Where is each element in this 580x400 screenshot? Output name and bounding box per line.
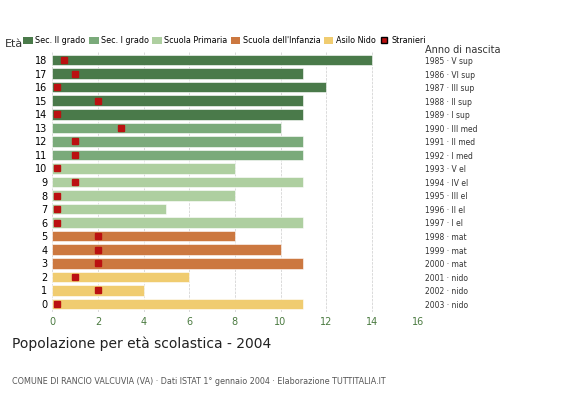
Bar [52,122,281,133]
Bar [52,136,303,147]
Bar [52,244,281,255]
Text: 1999 · mat: 1999 · mat [425,246,466,256]
Text: 2001 · nido: 2001 · nido [425,274,467,283]
Bar [52,55,372,66]
Text: 1993 · V el: 1993 · V el [425,165,466,174]
Text: 2000 · mat: 2000 · mat [425,260,466,269]
Text: 1998 · mat: 1998 · mat [425,233,466,242]
Bar [52,150,303,160]
Text: 1990 · III med: 1990 · III med [425,125,477,134]
Text: 2003 · nido: 2003 · nido [425,301,467,310]
Text: 1986 · VI sup: 1986 · VI sup [425,70,474,80]
Text: Anno di nascita: Anno di nascita [425,45,500,55]
Text: 1985 · V sup: 1985 · V sup [425,57,472,66]
Bar [52,231,235,242]
Bar [52,68,303,79]
Text: 1996 · II el: 1996 · II el [425,206,465,215]
Bar [52,96,303,106]
Text: 1987 · III sup: 1987 · III sup [425,84,474,93]
Text: 1989 · I sup: 1989 · I sup [425,111,469,120]
Bar [52,163,235,174]
Bar [52,258,303,268]
Text: 2002 · nido: 2002 · nido [425,287,467,296]
Text: Età: Età [5,39,23,49]
Legend: Sec. II grado, Sec. I grado, Scuola Primaria, Scuola dell'Infanzia, Asilo Nido, : Sec. II grado, Sec. I grado, Scuola Prim… [23,36,426,45]
Text: 1988 · II sup: 1988 · II sup [425,98,472,107]
Text: 1991 · II med: 1991 · II med [425,138,474,147]
Bar [52,190,235,201]
Text: 1994 · IV el: 1994 · IV el [425,179,468,188]
Bar [52,204,166,214]
Text: Popolazione per età scolastica - 2004: Popolazione per età scolastica - 2004 [12,336,271,351]
Text: COMUNE DI RANCIO VALCUVIA (VA) · Dati ISTAT 1° gennaio 2004 · Elaborazione TUTTI: COMUNE DI RANCIO VALCUVIA (VA) · Dati IS… [12,377,385,386]
Text: 1995 · III el: 1995 · III el [425,192,467,201]
Bar [52,177,303,187]
Bar [52,285,143,296]
Text: 1997 · I el: 1997 · I el [425,220,463,228]
Bar [52,82,326,92]
Bar [52,109,303,120]
Text: 1992 · I med: 1992 · I med [425,152,473,161]
Bar [52,272,189,282]
Bar [52,217,303,228]
Bar [52,298,303,309]
